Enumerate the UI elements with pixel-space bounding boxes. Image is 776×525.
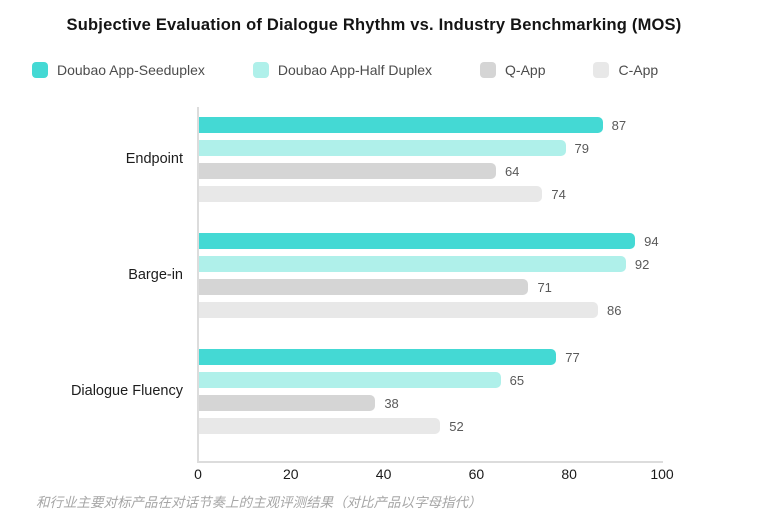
bar-row: 86 bbox=[199, 302, 659, 318]
bar bbox=[199, 117, 603, 133]
legend-item: Doubao App-Half Duplex bbox=[252, 62, 433, 78]
bar-value-label: 94 bbox=[644, 233, 659, 249]
bar-row: 94 bbox=[199, 233, 659, 249]
legend-label: C-App bbox=[618, 62, 659, 78]
bar-row: 71 bbox=[199, 279, 659, 295]
category-label: Endpoint bbox=[125, 150, 183, 167]
bar bbox=[199, 140, 566, 156]
legend-label: Doubao App-Half Duplex bbox=[277, 62, 433, 78]
bar bbox=[199, 395, 376, 411]
legend-item: Doubao App-Seeduplex bbox=[32, 62, 205, 78]
bar-value-label: 87 bbox=[611, 117, 627, 133]
category-label: Dialogue Fluency bbox=[70, 382, 183, 399]
bar bbox=[199, 163, 496, 179]
bar bbox=[199, 279, 529, 295]
bar-row: 77 bbox=[199, 349, 580, 365]
bar-row: 65 bbox=[199, 372, 580, 388]
bar-row: 79 bbox=[199, 140, 626, 156]
bar-row: 74 bbox=[199, 186, 626, 202]
bar-value-label: 52 bbox=[449, 418, 464, 434]
bar-group: 94 92 71 86 bbox=[199, 233, 659, 325]
bar-value-label: 71 bbox=[537, 279, 552, 295]
bar-value-label: 79 bbox=[574, 140, 590, 156]
bar bbox=[199, 418, 441, 434]
y-axis-line bbox=[197, 107, 199, 463]
legend-swatch bbox=[252, 62, 269, 78]
legend-label: Q-App bbox=[505, 62, 546, 78]
bar bbox=[199, 186, 543, 202]
legend: Doubao App-Seeduplex Doubao App-Half Dupl… bbox=[32, 62, 658, 78]
legend-swatch bbox=[480, 62, 497, 78]
bar bbox=[199, 372, 501, 388]
bar-row: 38 bbox=[199, 395, 580, 411]
bar bbox=[199, 256, 626, 272]
bar bbox=[199, 349, 557, 365]
x-tick-label: 40 bbox=[375, 466, 392, 482]
x-tick-label: 60 bbox=[468, 466, 485, 482]
legend-item: C-App bbox=[593, 62, 658, 78]
bar-value-label: 65 bbox=[509, 372, 525, 388]
bar-value-label: 86 bbox=[607, 302, 622, 318]
bar-row: 87 bbox=[199, 117, 626, 133]
bar-value-label: 38 bbox=[384, 395, 399, 411]
category-label: Barge-in bbox=[128, 266, 183, 283]
x-tick-label: 20 bbox=[283, 466, 299, 482]
footer-note: 和行业主要对标产品在对话节奏上的主观评测结果（对比产品以字母指代） bbox=[36, 495, 482, 510]
legend-swatch bbox=[593, 62, 610, 78]
x-tick-label: 100 bbox=[650, 466, 674, 482]
x-axis-line bbox=[197, 461, 663, 463]
bar-value-label: 77 bbox=[565, 349, 580, 365]
chart-title: Subjective Evaluation of Dialogue Rhythm… bbox=[66, 16, 682, 34]
legend-swatch bbox=[32, 62, 48, 78]
bar bbox=[199, 302, 599, 318]
bar bbox=[199, 233, 636, 249]
bar-value-label: 92 bbox=[634, 256, 650, 272]
bar-group: 77 65 38 52 bbox=[199, 349, 580, 441]
bar-row: 64 bbox=[199, 163, 626, 179]
x-tick-label: 80 bbox=[561, 466, 577, 482]
bar-group: 87 79 64 74 bbox=[199, 117, 626, 209]
legend-label: Doubao App-Seeduplex bbox=[57, 62, 205, 78]
bar-row: 92 bbox=[199, 256, 659, 272]
legend-item: Q-App bbox=[480, 62, 545, 78]
x-tick-label: 0 bbox=[194, 466, 202, 482]
bar-value-label: 74 bbox=[551, 186, 566, 202]
bar-row: 52 bbox=[199, 418, 580, 434]
bar-value-label: 64 bbox=[504, 163, 520, 179]
